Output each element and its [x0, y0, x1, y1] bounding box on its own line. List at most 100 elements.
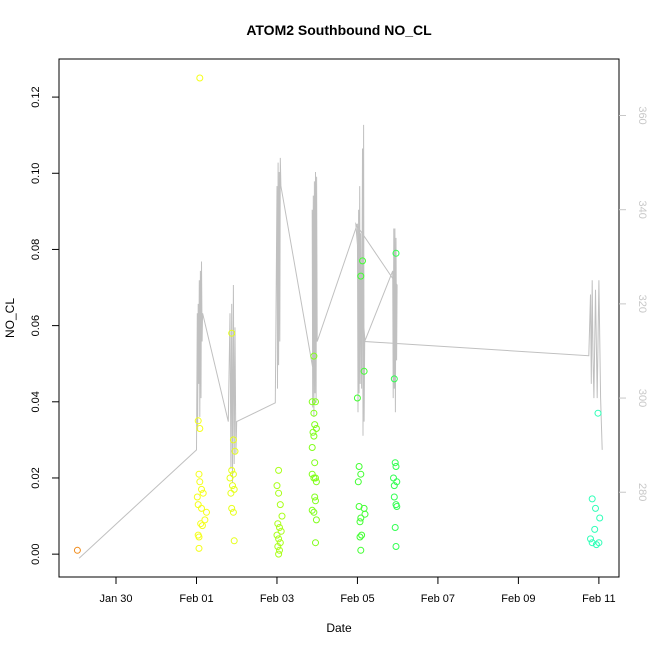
- data-point: [359, 257, 366, 265]
- plot-frame: [58, 58, 620, 578]
- y-tick-label: 0.08: [30, 239, 42, 260]
- data-point: [312, 516, 320, 524]
- data-point: [226, 474, 234, 482]
- data-point: [310, 508, 318, 516]
- data-point: [390, 493, 398, 501]
- chart-title: ATOM2 Southbound NO_CL: [246, 22, 432, 38]
- x-tick-label: Feb 03: [260, 593, 294, 605]
- data-point: [230, 537, 238, 545]
- data-point: [195, 533, 203, 541]
- data-point: [309, 428, 317, 436]
- data-point: [229, 436, 237, 444]
- data-point: [392, 249, 400, 257]
- x-axis-label: Date: [326, 621, 352, 635]
- data-point: [275, 550, 283, 558]
- data-point: [199, 489, 207, 497]
- data-point: [358, 531, 366, 539]
- data-point: [312, 478, 320, 486]
- data-point: [198, 522, 206, 530]
- data-point: [312, 425, 320, 432]
- data-point: [391, 459, 399, 467]
- data-point: [353, 394, 361, 402]
- data-point: [229, 508, 237, 516]
- data-point: [277, 527, 285, 535]
- data-point: [308, 398, 316, 406]
- data-point: [392, 463, 400, 470]
- data-point: [393, 503, 401, 510]
- data-point: [312, 474, 319, 482]
- data-point: [227, 489, 235, 497]
- y-axis: 0.00 0.02 0.04 0.06 0.08 0.10 0.12: [30, 86, 59, 565]
- data-point: [312, 539, 319, 547]
- data-point: [587, 535, 594, 543]
- data-point: [230, 485, 238, 493]
- data-point: [278, 512, 286, 520]
- data-point: [360, 367, 368, 375]
- data-point: [310, 352, 318, 360]
- data-point: [197, 520, 205, 528]
- y-tick-label: 0.00: [30, 543, 42, 564]
- data-point: [194, 417, 202, 425]
- data-point: [357, 272, 365, 280]
- data-point: [596, 514, 604, 522]
- y2-tick-label: 280: [636, 483, 648, 501]
- data-point: [276, 501, 284, 509]
- data-point: [312, 497, 319, 505]
- data-point: [390, 375, 398, 383]
- y2-tick-label: 340: [636, 201, 648, 219]
- y2-tick-label: 360: [636, 106, 648, 124]
- data-point: [357, 514, 365, 522]
- y2-tick-label: 300: [636, 389, 648, 407]
- data-point: [275, 466, 283, 474]
- data-point: [591, 525, 599, 533]
- data-point: [73, 546, 81, 554]
- data-point: [391, 524, 399, 531]
- data-point: [588, 539, 596, 547]
- data-point: [312, 398, 319, 406]
- data-point: [392, 543, 400, 550]
- data-point: [354, 478, 362, 486]
- x-tick-label: Feb 05: [340, 593, 374, 605]
- x-tick-label: Feb 09: [501, 593, 535, 605]
- data-point: [274, 520, 282, 528]
- data-point: [273, 482, 281, 490]
- data-point: [201, 516, 209, 524]
- x-tick-label: Feb 07: [421, 593, 455, 605]
- y-tick-label: 0.06: [30, 315, 42, 336]
- data-point: [361, 510, 369, 518]
- data-point: [357, 546, 365, 554]
- data-point: [275, 535, 283, 543]
- data-point: [588, 495, 596, 503]
- y-tick-label: 0.12: [30, 86, 42, 107]
- y-axis-label: NO_CL: [3, 298, 17, 338]
- data-point: [390, 474, 397, 482]
- data-point: [196, 425, 204, 432]
- data-point: [357, 470, 365, 478]
- data-point: [592, 541, 600, 549]
- data-point: [195, 470, 203, 478]
- data-point: [196, 74, 204, 82]
- scatter-points: [73, 74, 604, 558]
- right-axis-line-series: [78, 124, 603, 559]
- data-point: [203, 508, 210, 516]
- data-point: [229, 470, 237, 478]
- data-point: [393, 478, 401, 486]
- data-point: [275, 489, 283, 497]
- data-point: [276, 546, 283, 554]
- x-axis: Jan 30 Feb 01 Feb 03 Feb 05 Feb 07 Feb 09 Feb …: [99, 577, 616, 605]
- data-point: [308, 470, 316, 478]
- data-point: [198, 504, 205, 512]
- y-tick-label: 0.02: [30, 467, 42, 488]
- data-point: [231, 447, 239, 455]
- data-point: [311, 493, 319, 501]
- data-point: [195, 544, 203, 552]
- data-point: [193, 493, 201, 501]
- data-point: [228, 466, 236, 474]
- data-point: [356, 533, 364, 541]
- data-point: [355, 463, 363, 470]
- data-point: [310, 409, 318, 417]
- data-point: [308, 506, 316, 514]
- x-tick-label: Feb 01: [179, 593, 213, 605]
